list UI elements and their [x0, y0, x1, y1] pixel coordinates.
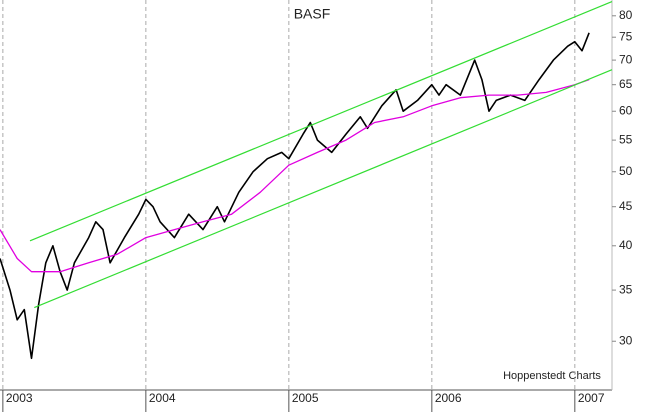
series-line [0, 78, 590, 273]
chart-title: BASF [294, 6, 331, 22]
series-line [0, 32, 590, 360]
y-tick-label: 60 [619, 103, 633, 117]
y-tick-label: 80 [619, 8, 633, 22]
y-tick-label: 55 [619, 132, 633, 146]
x-tick-label: 2005 [292, 391, 319, 405]
series-line [34, 69, 613, 309]
x-tick-label: 2006 [435, 391, 462, 405]
y-tick-label: 65 [619, 77, 633, 91]
x-tick-label: 2007 [578, 391, 605, 405]
y-tick-label: 45 [619, 199, 633, 213]
series-line [29, 1, 613, 242]
x-tick-label: 2004 [149, 391, 176, 405]
y-tick-label: 70 [619, 52, 633, 66]
x-tick-label: 2003 [6, 391, 33, 405]
y-tick-label: 50 [619, 164, 633, 178]
y-tick-label: 30 [619, 333, 633, 347]
annotation: Hoppenstedt Charts [503, 370, 601, 382]
y-tick-label: 75 [619, 29, 633, 43]
y-tick-label: 40 [619, 238, 633, 252]
y-tick-label: 35 [619, 282, 633, 296]
